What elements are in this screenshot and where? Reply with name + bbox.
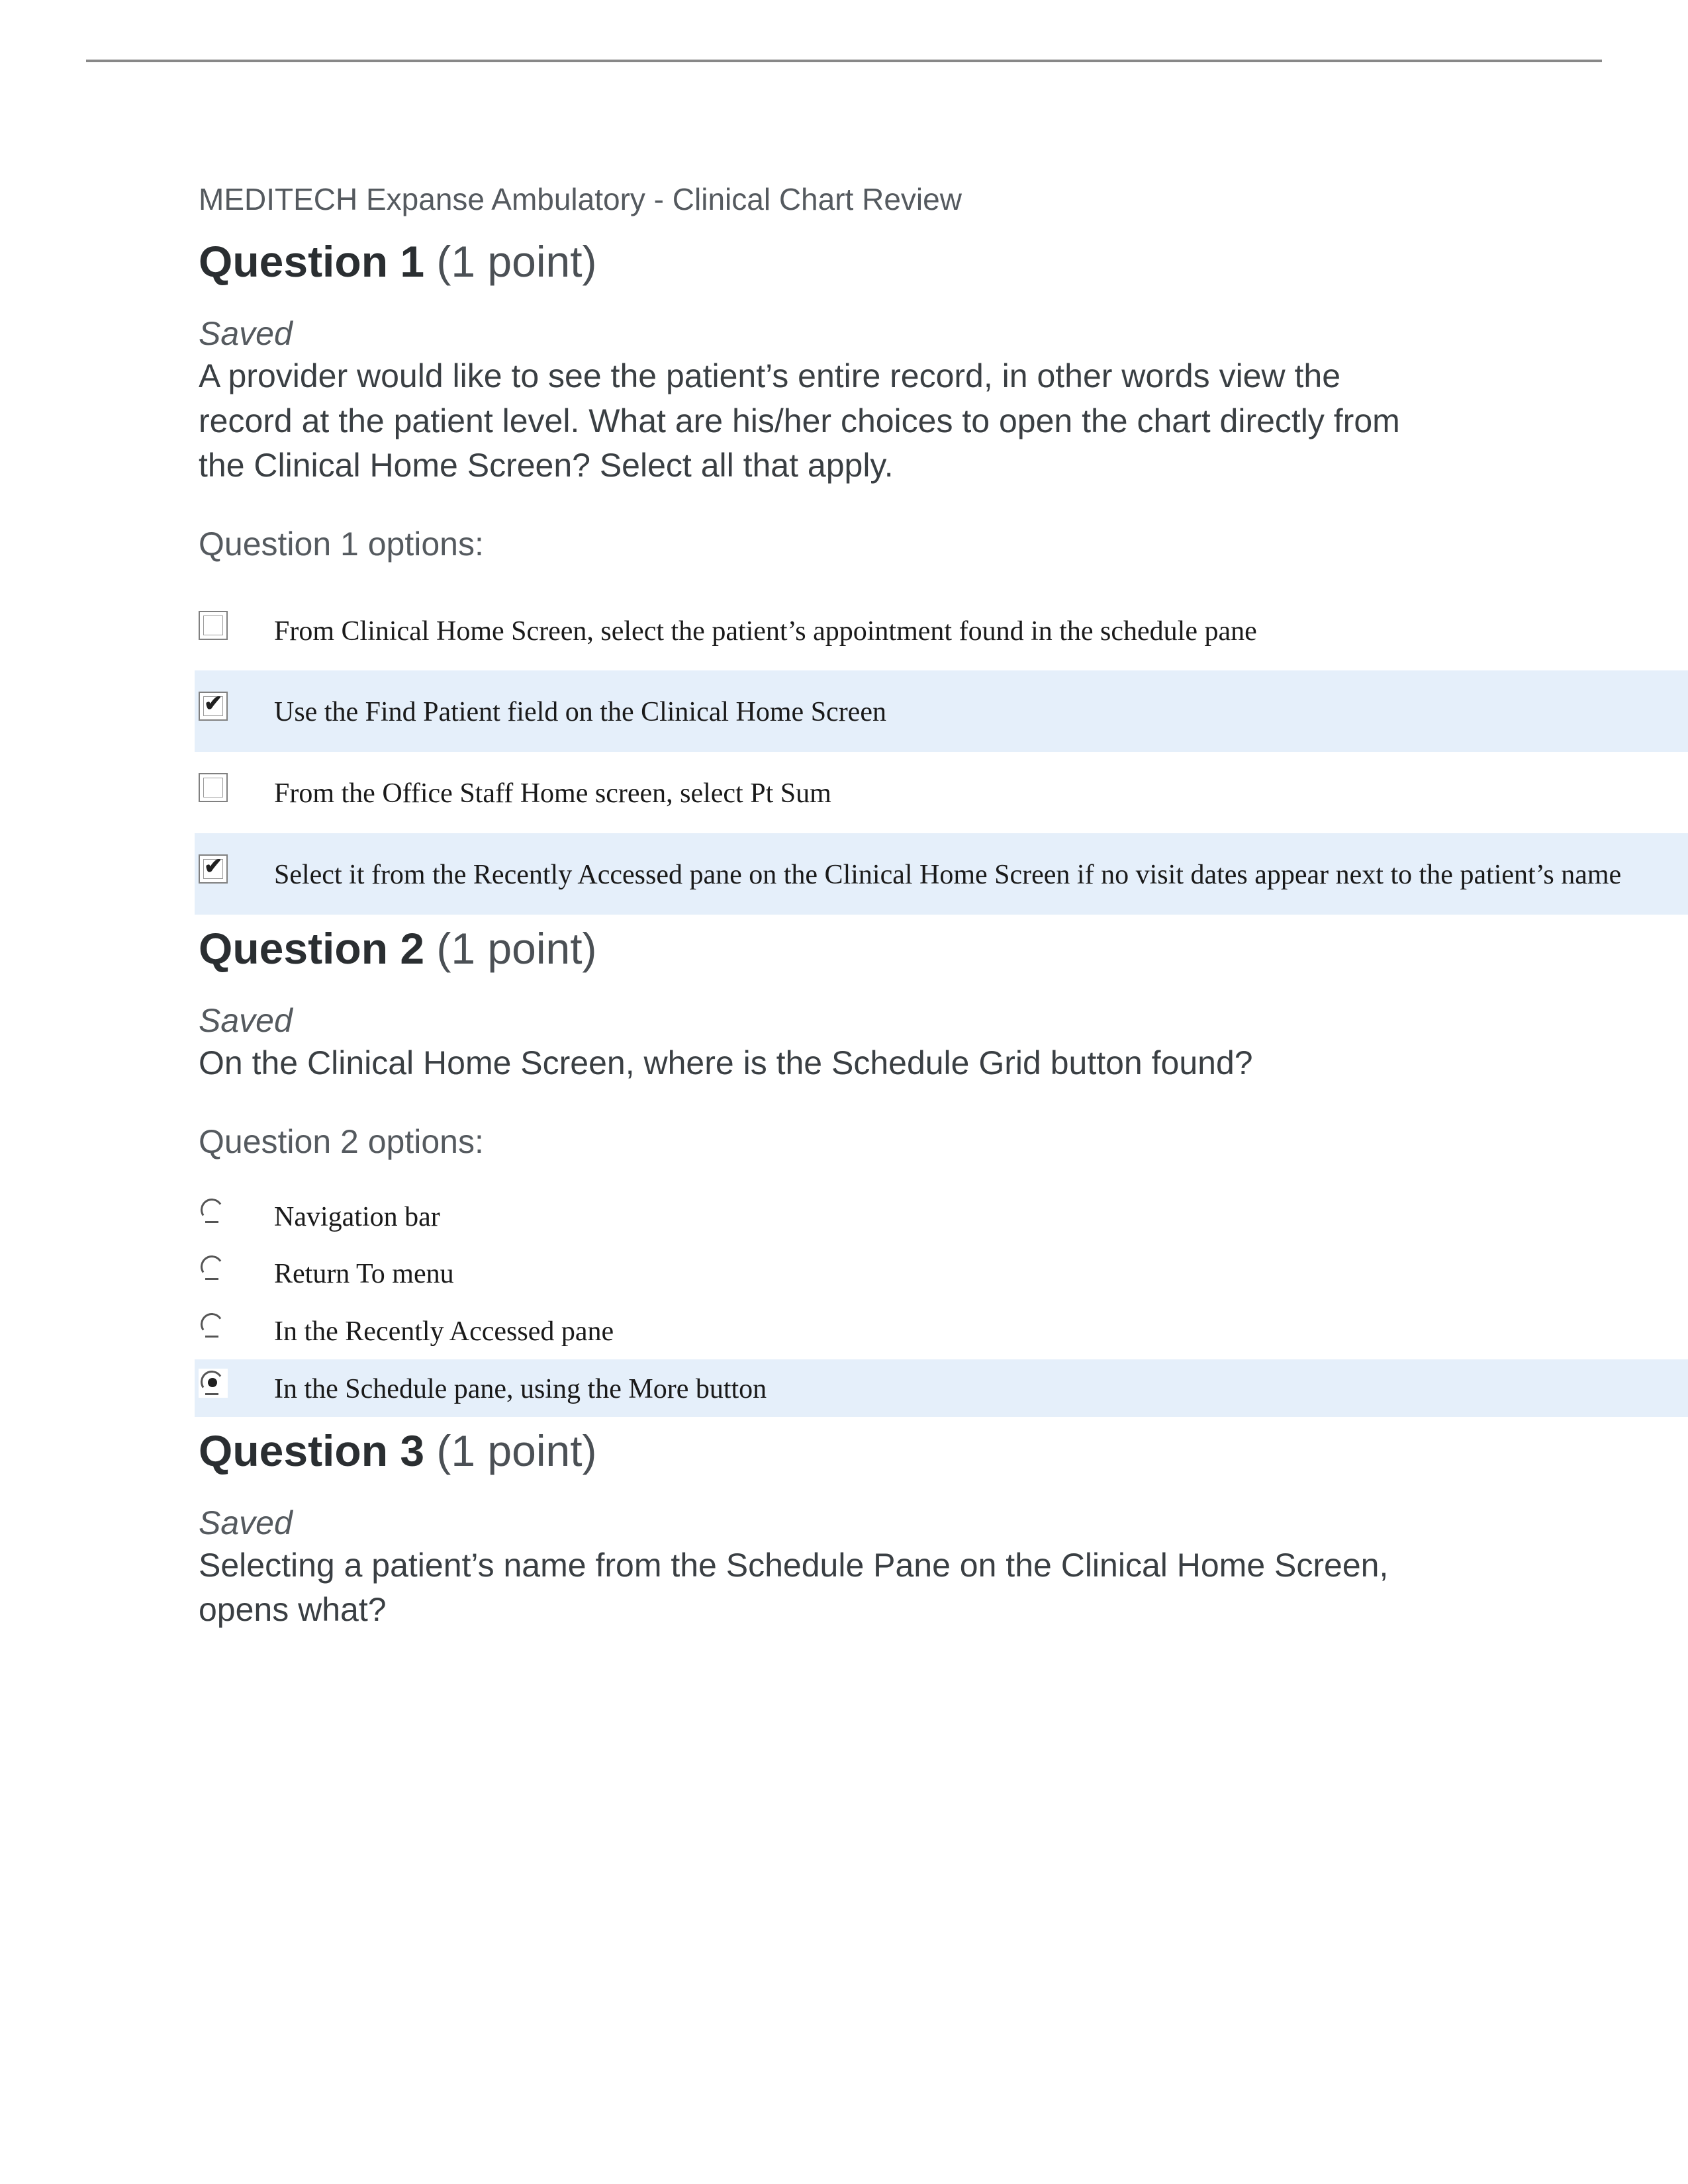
q2-option-text: Return To menu bbox=[274, 1252, 454, 1294]
question-1-points: (1 point) bbox=[424, 237, 596, 286]
q2-option-row[interactable]: Return To menu bbox=[195, 1244, 1688, 1302]
question-2-number: Question 2 bbox=[199, 924, 424, 973]
question-2-options-label: Question 2 options: bbox=[199, 1122, 1602, 1161]
q2-option-text: In the Recently Accessed pane bbox=[274, 1310, 614, 1351]
question-3-number: Question 3 bbox=[199, 1426, 424, 1475]
q2-option-row[interactable]: In the Recently Accessed pane bbox=[195, 1302, 1688, 1359]
question-3: Question 3 (1 point) Saved Selecting a p… bbox=[199, 1425, 1602, 1633]
checkbox-unchecked-icon[interactable] bbox=[199, 773, 228, 802]
question-1-saved-status: Saved bbox=[199, 314, 1602, 353]
question-1-prompt: A provider would like to see the patient… bbox=[199, 354, 1423, 488]
checkbox-checked-icon[interactable]: ✔ bbox=[199, 854, 228, 884]
question-1-heading: Question 1 (1 point) bbox=[199, 236, 1602, 288]
question-3-points: (1 point) bbox=[424, 1426, 596, 1475]
q1-option-row[interactable]: ✔ Select it from the Recently Accessed p… bbox=[195, 833, 1688, 915]
q2-option-row[interactable]: Navigation bar bbox=[195, 1187, 1688, 1245]
question-3-prompt: Selecting a patient’s name from the Sche… bbox=[199, 1543, 1423, 1633]
radio-selected-icon[interactable] bbox=[199, 1369, 228, 1398]
top-rule bbox=[86, 60, 1602, 62]
question-1: Question 1 (1 point) Saved A provider wo… bbox=[199, 236, 1602, 915]
q1-option-text: Use the Find Patient field on the Clinic… bbox=[274, 690, 886, 732]
q1-option-row[interactable]: From the Office Staff Home screen, selec… bbox=[195, 752, 1688, 833]
question-2-heading: Question 2 (1 point) bbox=[199, 923, 1602, 975]
breadcrumb: MEDITECH Expanse Ambulatory - Clinical C… bbox=[199, 181, 1602, 217]
question-2-points: (1 point) bbox=[424, 924, 596, 973]
question-2-saved-status: Saved bbox=[199, 1001, 1602, 1040]
question-2-prompt: On the Clinical Home Screen, where is th… bbox=[199, 1041, 1423, 1086]
q1-option-row[interactable]: From Clinical Home Screen, select the pa… bbox=[195, 590, 1688, 671]
question-3-heading: Question 3 (1 point) bbox=[199, 1425, 1602, 1477]
checkbox-unchecked-icon[interactable] bbox=[199, 611, 228, 640]
radio-unselected-icon[interactable] bbox=[199, 1197, 228, 1226]
content-area: MEDITECH Expanse Ambulatory - Clinical C… bbox=[86, 181, 1602, 1633]
q1-option-text: From the Office Staff Home screen, selec… bbox=[274, 772, 831, 813]
question-2: Question 2 (1 point) Saved On the Clinic… bbox=[199, 923, 1602, 1417]
question-3-saved-status: Saved bbox=[199, 1504, 1602, 1542]
q2-option-text: In the Schedule pane, using the More but… bbox=[274, 1367, 767, 1409]
q1-option-text: From Clinical Home Screen, select the pa… bbox=[274, 610, 1257, 651]
q2-option-row[interactable]: In the Schedule pane, using the More but… bbox=[195, 1359, 1688, 1417]
page: MEDITECH Expanse Ambulatory - Clinical C… bbox=[0, 0, 1688, 1633]
radio-unselected-icon[interactable] bbox=[199, 1311, 228, 1340]
q2-option-text: Navigation bar bbox=[274, 1195, 440, 1237]
q1-option-text: Select it from the Recently Accessed pan… bbox=[274, 853, 1621, 895]
checkbox-checked-icon[interactable]: ✔ bbox=[199, 692, 228, 721]
question-1-number: Question 1 bbox=[199, 237, 424, 286]
radio-unselected-icon[interactable] bbox=[199, 1253, 228, 1283]
q1-option-row[interactable]: ✔ Use the Find Patient field on the Clin… bbox=[195, 670, 1688, 752]
question-1-options-label: Question 1 options: bbox=[199, 525, 1602, 563]
